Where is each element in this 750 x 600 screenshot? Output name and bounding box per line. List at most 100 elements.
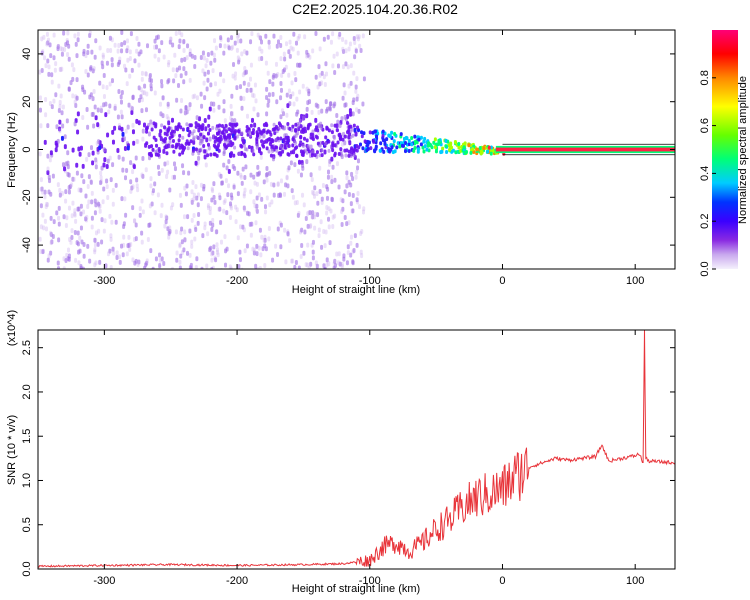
spectrogram-cell (76, 230, 80, 236)
spectrogram-cell (303, 34, 307, 40)
spectrogram-cell (150, 201, 154, 207)
spectrogram-cell (46, 37, 50, 43)
spectrogram-cell (178, 133, 182, 138)
spectrogram-cell (228, 201, 232, 207)
spectrogram-cell (241, 72, 245, 78)
spectrogram-cell (154, 44, 158, 50)
spectrogram-cell (279, 114, 283, 120)
x-tick-label: -200 (226, 575, 248, 587)
spectrogram-cell (229, 128, 233, 133)
spectrogram-cell (218, 206, 222, 212)
spectrogram-cell (263, 263, 267, 269)
spectrogram-cell (327, 162, 331, 168)
spectrogram-cell (300, 243, 304, 249)
spectrogram-cell (170, 266, 174, 269)
spectrogram-cell (140, 70, 144, 76)
spectrogram-cell (210, 227, 214, 233)
spectrogram-cell (184, 191, 188, 197)
spectrogram-cell (345, 221, 349, 227)
spectrogram-cell (201, 233, 205, 239)
y-tick-label: -20 (21, 189, 33, 205)
spectrogram-cell (244, 164, 248, 170)
spectrogram-cell (107, 109, 111, 115)
spectrogram-cell (232, 122, 236, 127)
spectrogram-cell (354, 131, 358, 137)
spectrogram-cell (131, 94, 135, 100)
spectrogram-cell (426, 143, 430, 148)
spectrogram-cell (180, 32, 184, 38)
spectrogram-cell (245, 243, 249, 249)
spectrogram-cell (263, 204, 267, 210)
spectrogram-cell (160, 78, 164, 84)
spectrogram-cell (278, 123, 282, 128)
spectrogram-cell (213, 57, 217, 63)
spectrogram-cell (94, 157, 98, 163)
spectrogram-cell (407, 148, 411, 153)
spectrogram-cell (41, 189, 45, 195)
spectrogram-cell (116, 147, 120, 153)
spectrogram-cell (359, 231, 363, 237)
spectrogram-cell (344, 153, 348, 158)
spectrogram-cell (449, 141, 453, 146)
spectrogram-cell (181, 163, 185, 169)
spectrogram-cell (145, 258, 149, 264)
spectrogram-cell (315, 150, 319, 155)
spectrogram-cell (358, 204, 362, 210)
spectrogram-cell (206, 203, 210, 209)
spectrogram-cell (302, 250, 306, 256)
spectrogram-cell (295, 153, 299, 158)
spectrogram-cell (284, 259, 288, 265)
spectrogram-cell (349, 182, 353, 188)
spectrogram-cell (208, 127, 212, 132)
spectrogram-cell (230, 118, 234, 124)
spectrogram-cell (82, 253, 86, 259)
spectrogram-cell (123, 196, 127, 202)
spectrogram-cell (208, 136, 212, 142)
spectrogram-cell (243, 70, 247, 76)
spectrogram-cell (395, 145, 399, 150)
spectrogram-cell (114, 219, 118, 225)
spectrogram-cell (96, 107, 100, 113)
spectrogram-cell (242, 80, 246, 86)
spectrogram-cell (339, 147, 343, 152)
spectrogram-cell (328, 240, 332, 246)
spectrogram-cell (135, 177, 139, 183)
spectrogram-cell (173, 161, 177, 167)
spectrogram-cell (265, 95, 269, 101)
spectrogram-cell (353, 54, 357, 60)
spectrogram-cell (179, 253, 183, 259)
spectrogram-cell (328, 101, 332, 107)
spectrogram-cell (106, 132, 110, 138)
spectrogram-cell (276, 226, 280, 232)
spectrogram-cell (410, 142, 414, 147)
spectrogram-cell (471, 147, 475, 152)
spectrogram-cell (171, 42, 175, 48)
spectrogram-cell (208, 210, 212, 216)
spectrogram-cell (191, 151, 195, 156)
spectrogram-cell (271, 81, 275, 87)
spectrogram-cell (340, 208, 344, 214)
spectrogram-cell (462, 145, 466, 150)
spectrogram-cell (69, 80, 73, 86)
spectrogram-cell (58, 126, 62, 132)
spectrogram-cell (237, 264, 241, 269)
spectrogram-cell (311, 239, 315, 245)
spectrogram-cell (215, 126, 219, 131)
spectrogram-cell (64, 198, 68, 204)
spectrogram-cell (355, 242, 359, 248)
spectrogram-cell (284, 64, 288, 70)
spectrogram-cell (243, 207, 247, 213)
spectrogram-cell (317, 64, 321, 70)
spectrogram-cell (243, 248, 247, 254)
spectrogram-cell (320, 80, 324, 86)
spectrogram-cell (210, 251, 214, 257)
spectrogram-cell (336, 63, 340, 69)
spectrogram-cell (149, 86, 153, 92)
spectrogram-cell (312, 190, 316, 196)
spectrogram-cell (245, 147, 249, 152)
spectrogram-cell (254, 220, 258, 226)
spectrogram-cell (225, 165, 229, 171)
spectrogram-cell (47, 253, 51, 259)
spectrogram-cell (333, 153, 337, 158)
spectrogram-cell (54, 140, 58, 146)
